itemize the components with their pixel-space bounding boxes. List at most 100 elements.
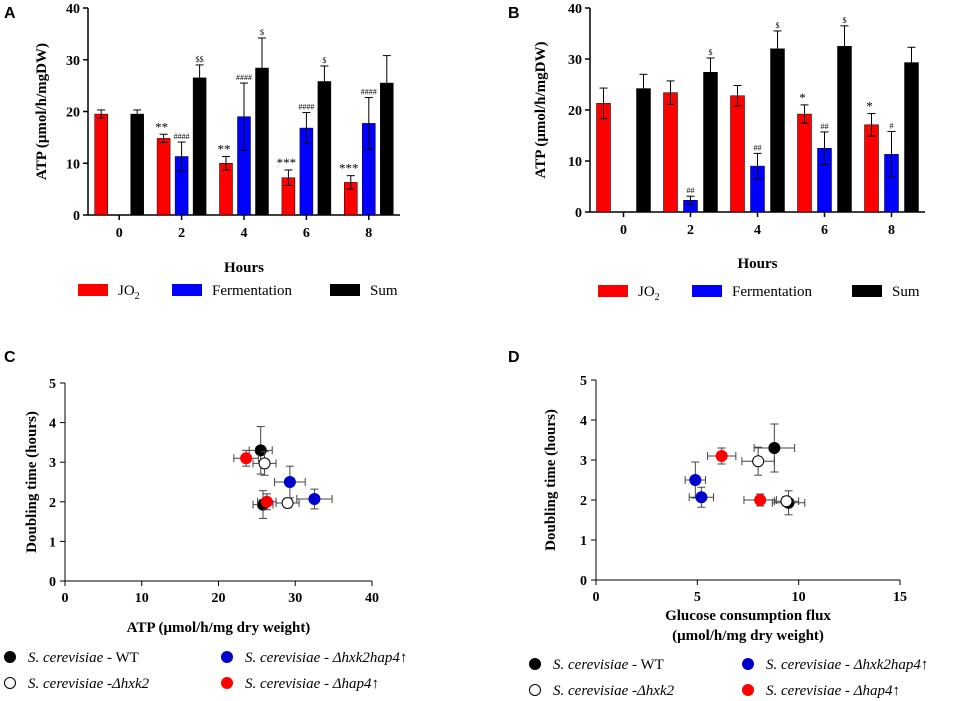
marker-hxk2hap4 — [695, 491, 708, 504]
legend: JO2 Fermentation Sum — [598, 284, 920, 303]
legend-label-fermentation: Fermentation — [732, 284, 812, 300]
significance-label: $ — [260, 28, 264, 37]
y-axis-title: Doubling time (hours) — [24, 411, 40, 553]
y-tick-label: 40 — [66, 2, 80, 17]
x-axis-title: Hours — [224, 260, 264, 276]
x-tick-label: 20 — [212, 591, 226, 606]
data-point-hxk2 — [773, 495, 800, 508]
bar-jo2 — [663, 92, 678, 213]
panel-label-b: B — [508, 5, 520, 22]
legend-strain: Δhap4↑ — [853, 683, 900, 699]
legend-subscript: 2 — [135, 291, 140, 302]
significance-label: #### — [361, 88, 377, 97]
legend: JO2 Fermentation Sum — [78, 283, 398, 302]
y-axis-title: ATP (μmol/h/mgDW) — [34, 43, 50, 180]
y-tick-label: 0 — [73, 209, 80, 224]
marker-hxk2hap4 — [283, 476, 296, 488]
y-tick-label: 0 — [49, 575, 56, 590]
legend-label-jo2: JO2 — [118, 283, 140, 302]
significance-label: ** — [218, 142, 231, 157]
x-tick-label: 8 — [888, 223, 895, 238]
data-point-hap4 — [257, 493, 277, 511]
legend-swatch-fermentation — [172, 284, 202, 296]
y-tick-label: 30 — [66, 54, 80, 69]
x-axis-title-2: (μmol/h/mg dry weight) — [672, 628, 824, 644]
legend-separator: - — [628, 657, 640, 673]
legend-entry-hxk2: S. cerevisiae -Δhxk2 — [553, 683, 675, 699]
legend-species: S. cerevisiae — [28, 650, 104, 666]
legend-d: S. cerevisiae - WT S. cerevisiae - Δhxk2h… — [529, 657, 928, 699]
bar-sum — [837, 46, 852, 213]
significance-label: * — [799, 90, 806, 105]
x-tick-label: 0 — [620, 223, 627, 238]
marker-hxk2 — [281, 496, 294, 509]
x-tick-label: 15 — [893, 590, 907, 605]
legend-strain: Δhxk2hap4↑ — [853, 657, 929, 673]
data-point-wt — [753, 423, 796, 473]
marker-hxk2 — [752, 455, 765, 468]
x-tick-label: 30 — [288, 591, 302, 606]
y-axis-title: ATP (μmol/h/mgDW) — [533, 42, 549, 179]
bar-jo2 — [219, 163, 233, 216]
y-tick-label: 3 — [49, 456, 56, 471]
significance-label: ** — [155, 119, 168, 134]
legend-swatch-fermentation — [692, 285, 722, 297]
x-tick-label: 0 — [593, 590, 600, 605]
y-tick-label: 1 — [580, 534, 587, 549]
legend-entry-hap4: S. cerevisiae - Δhap4↑ — [766, 683, 900, 699]
x-tick-label: 4 — [241, 226, 248, 241]
legend-entry-wt: S. cerevisiae - WT — [553, 657, 664, 673]
significance-label: #### — [174, 132, 190, 141]
legend-label-sum: Sum — [370, 283, 398, 299]
legend-separator: - — [841, 683, 854, 699]
marker-wt — [254, 444, 267, 457]
y-tick-label: 30 — [568, 53, 582, 68]
y-tick-label: 20 — [568, 104, 582, 119]
y-tick-label: 10 — [568, 155, 582, 170]
legend-swatch-sum — [852, 285, 882, 297]
chart-c: 0 1 2 3 4 5 0 10 20 30 40 Doubling time (hours) ATP … — [24, 377, 379, 636]
y-tick-label: 5 — [580, 374, 587, 389]
panel-label-c: C — [4, 349, 16, 366]
panel-label-a: A — [4, 5, 16, 22]
x-tick-label: 8 — [365, 226, 372, 241]
legend-entry-hxk2hap4: S. cerevisiae - Δhxk2hap4↑ — [245, 650, 407, 666]
legend-strain: WT — [640, 657, 663, 673]
significance-label: $ — [709, 48, 713, 57]
marker-hap4 — [260, 495, 273, 508]
significance-label: ## — [821, 122, 829, 131]
data-point-hxk2hap4 — [684, 461, 706, 499]
legend-separator: - — [628, 683, 637, 699]
data-point-hxk2 — [275, 496, 300, 509]
bar-sum — [770, 48, 785, 213]
legend-species: S. cerevisiae — [245, 676, 321, 692]
legend-strain: Δhap4↑ — [332, 676, 379, 692]
significance-label: ## — [754, 143, 762, 152]
y-tick-label: 4 — [49, 417, 56, 432]
marker-hxk2 — [4, 677, 16, 689]
marker-wt — [768, 442, 781, 454]
significance-label: $ — [322, 56, 326, 65]
legend-species: S. cerevisiae — [245, 650, 321, 666]
bar-sum — [130, 113, 144, 216]
legend-swatch-sum — [330, 284, 360, 296]
bar-sum — [904, 62, 919, 213]
legend-separator: - — [841, 657, 854, 673]
legend-separator: - — [320, 676, 333, 692]
legend-species: S. cerevisiae — [766, 657, 842, 673]
y-tick-label: 1 — [49, 535, 56, 550]
y-tick-label: 2 — [580, 494, 587, 509]
legend-species: S. cerevisiae — [766, 683, 842, 699]
significance-label: *** — [277, 155, 297, 170]
significance-label: #### — [236, 73, 252, 82]
y-tick-label: 10 — [66, 157, 80, 172]
bar-jo2 — [797, 113, 812, 213]
legend-label-jo2: JO2 — [638, 284, 660, 303]
data-point-hxk2 — [741, 446, 775, 476]
legend-entry-hxk2hap4: S. cerevisiae - Δhxk2hap4↑ — [766, 657, 928, 673]
x-tick-label: 2 — [687, 223, 694, 238]
marker-hxk2 — [258, 457, 271, 470]
marker-hxk2hap4 — [308, 493, 321, 506]
x-tick-label: 0 — [116, 226, 123, 241]
